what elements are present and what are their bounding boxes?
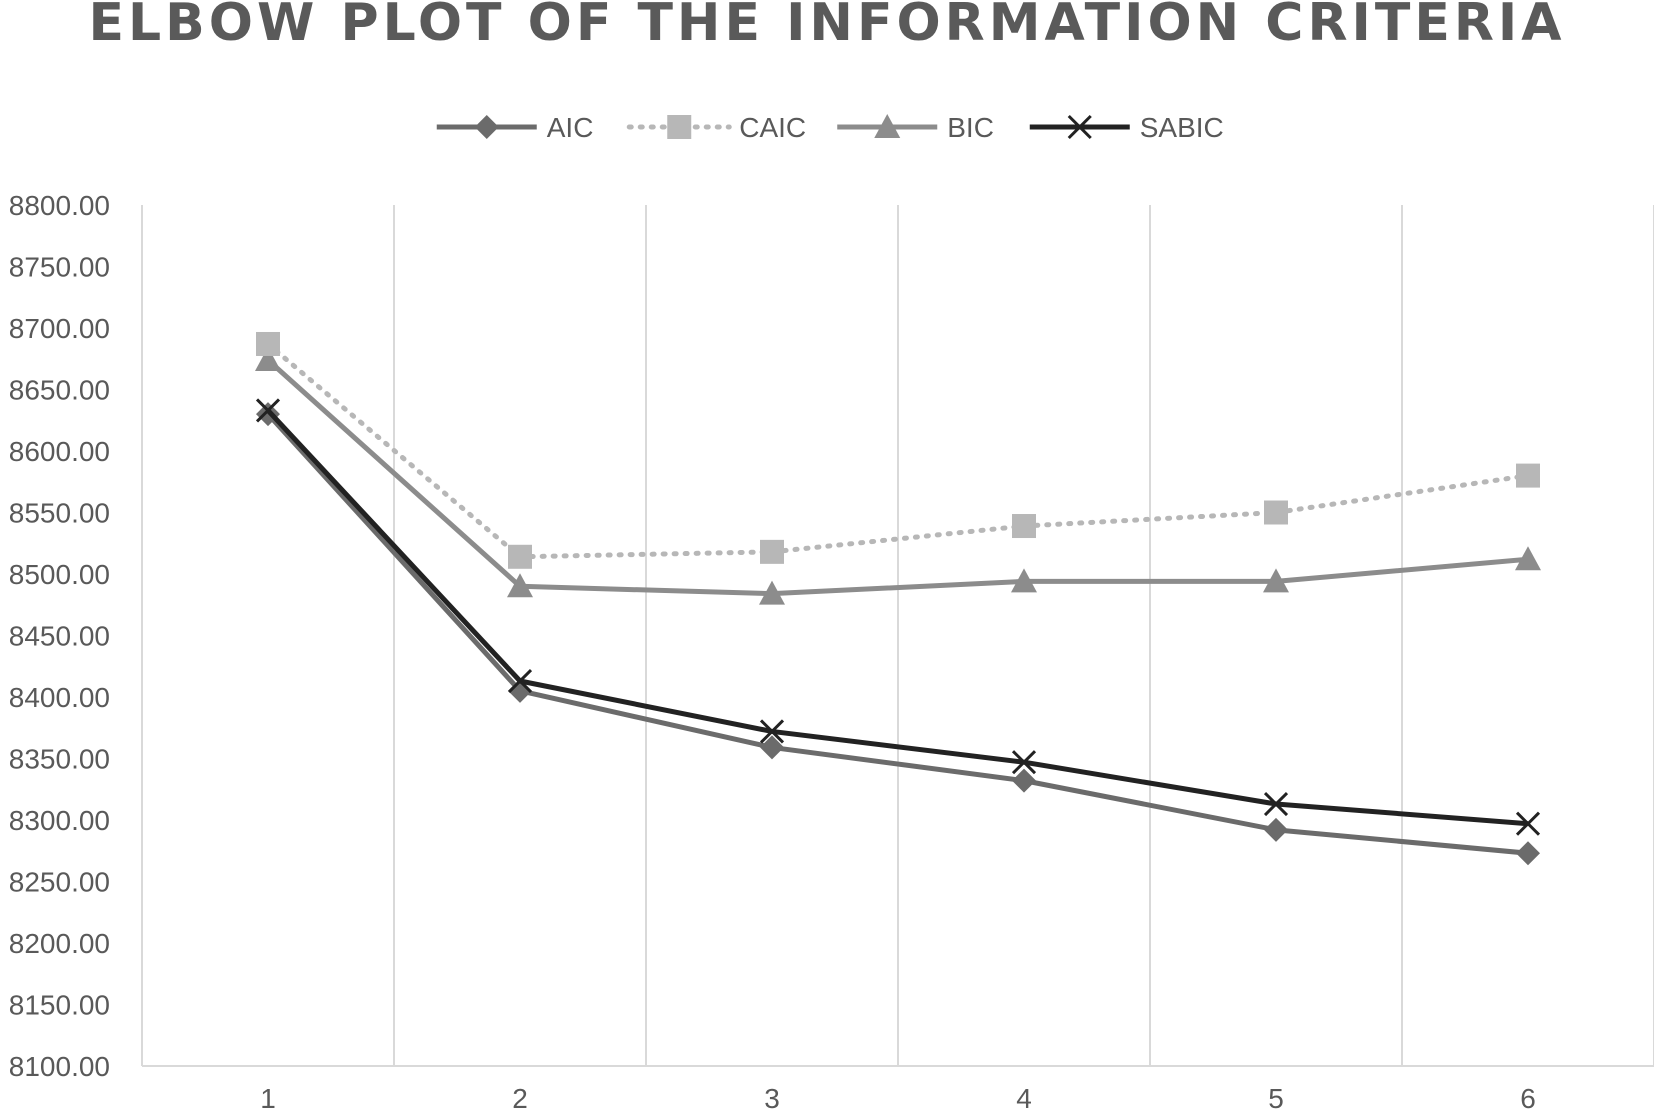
y-tick-label: 8800.00 bbox=[9, 190, 110, 221]
legend-label-caic: CAIC bbox=[739, 112, 806, 143]
grid-lines bbox=[393, 205, 1654, 1066]
data-point-caic bbox=[1516, 463, 1540, 488]
x-tick-labels: 1 2 3 4 5 6 bbox=[260, 1083, 1536, 1114]
x-tick-label: 3 bbox=[764, 1083, 780, 1114]
data-point-bic bbox=[1515, 546, 1541, 571]
y-tick-label: 8350.00 bbox=[9, 744, 110, 775]
series-line-sabic bbox=[266, 408, 1529, 827]
y-tick-label: 8450.00 bbox=[9, 621, 110, 652]
data-point-sabic bbox=[255, 398, 281, 423]
y-tick-label: 8750.00 bbox=[9, 252, 110, 283]
legend-label-sabic: SABIC bbox=[1140, 112, 1224, 143]
y-tick-label: 8650.00 bbox=[9, 375, 110, 406]
y-tick-label: 8500.00 bbox=[9, 559, 110, 590]
y-tick-label: 8150.00 bbox=[9, 990, 110, 1021]
y-tick-label: 8600.00 bbox=[9, 436, 110, 467]
series-line-aic bbox=[266, 412, 1529, 856]
legend-label-bic: BIC bbox=[947, 112, 994, 143]
chart-title: ELBOW PLOT OF THE INFORMATION CRITERIA bbox=[88, 0, 1566, 53]
legend-item-bic: BIC bbox=[837, 112, 994, 143]
series-sabic bbox=[255, 398, 1541, 836]
data-point-aic bbox=[1012, 768, 1036, 793]
legend-marker-aic bbox=[474, 115, 499, 139]
data-point-caic bbox=[760, 539, 784, 564]
x-tick-label: 2 bbox=[512, 1083, 528, 1114]
legend-item-aic: AIC bbox=[436, 112, 594, 143]
series-bic bbox=[255, 346, 1541, 605]
x-tick-label: 4 bbox=[1016, 1083, 1032, 1114]
x-tick-label: 1 bbox=[260, 1083, 276, 1114]
series-caic bbox=[256, 331, 1540, 569]
y-tick-label: 8700.00 bbox=[9, 313, 110, 344]
series-line-bic bbox=[266, 358, 1529, 597]
data-point-sabic bbox=[759, 719, 785, 744]
data-point-bic bbox=[759, 580, 785, 605]
legend-item-caic: CAIC bbox=[626, 112, 806, 143]
legend-marker-caic bbox=[667, 115, 692, 139]
data-point-sabic bbox=[1011, 750, 1037, 775]
y-tick-label: 8250.00 bbox=[9, 867, 110, 898]
x-tick-label: 5 bbox=[1268, 1083, 1284, 1114]
data-point-bic bbox=[1011, 568, 1037, 593]
x-tick-label: 6 bbox=[1520, 1083, 1536, 1114]
data-point-caic bbox=[1264, 500, 1288, 525]
legend-marker-bic bbox=[874, 114, 901, 138]
y-tick-label: 8550.00 bbox=[9, 498, 110, 529]
legend-item-sabic: SABIC bbox=[1029, 112, 1224, 143]
legend-marker-sabic bbox=[1067, 114, 1092, 140]
data-point-aic bbox=[508, 678, 532, 703]
data-point-aic bbox=[760, 735, 784, 760]
data-point-sabic bbox=[1263, 791, 1289, 817]
data-point-sabic bbox=[507, 668, 533, 694]
data-point-sabic bbox=[1515, 811, 1541, 836]
data-point-caic bbox=[508, 544, 532, 569]
data-point-bic bbox=[255, 346, 281, 371]
y-tick-label: 8300.00 bbox=[9, 805, 110, 836]
data-point-caic bbox=[256, 331, 280, 356]
data-point-bic bbox=[1263, 568, 1289, 593]
data-point-bic bbox=[507, 573, 533, 598]
data-point-aic bbox=[1516, 841, 1540, 866]
y-tick-label: 8400.00 bbox=[9, 682, 110, 713]
y-tick-labels: 8100.00 8150.00 8200.00 8250.00 8300.00 8350.… bbox=[9, 190, 110, 1082]
data-point-caic bbox=[1012, 514, 1036, 539]
data-point-aic bbox=[1264, 817, 1288, 842]
series-line-caic bbox=[265, 341, 1531, 560]
y-tick-label: 8100.00 bbox=[9, 1051, 110, 1082]
series bbox=[255, 331, 1541, 866]
y-tick-label: 8200.00 bbox=[9, 928, 110, 959]
legend: AIC CAIC BIC SABIC bbox=[436, 112, 1224, 143]
axes bbox=[141, 205, 1654, 1067]
legend-label-aic: AIC bbox=[547, 112, 594, 143]
